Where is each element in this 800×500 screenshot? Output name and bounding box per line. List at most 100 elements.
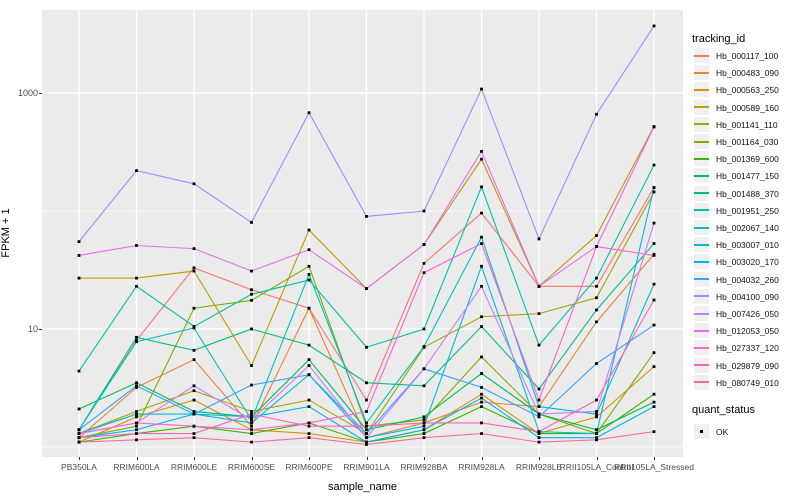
- data-point: [480, 392, 483, 396]
- plot-canvas: [42, 10, 683, 457]
- x-tick-mark: [366, 457, 368, 460]
- data-point: [537, 432, 541, 435]
- data-point: [307, 436, 311, 440]
- legend-entry-label: Hb_000589_160: [716, 102, 779, 113]
- data-point: [422, 345, 426, 348]
- data-point: [595, 112, 598, 116]
- data-point: [250, 327, 253, 331]
- data-point: [192, 326, 196, 330]
- x-axis-title: sample_name: [327, 481, 398, 493]
- data-point: [192, 182, 196, 186]
- legend-key-icon: [694, 254, 709, 270]
- data-point: [192, 358, 196, 362]
- legend-entry-label: Hb_080749_010: [716, 377, 779, 388]
- data-point: [77, 276, 81, 280]
- x-tick-mark: [481, 457, 483, 460]
- data-point: [480, 284, 483, 288]
- legend-entry-label: Hb_001141_110: [716, 119, 778, 130]
- data-point: [595, 412, 598, 416]
- legend-key-icon: [694, 220, 709, 235]
- data-point: [192, 325, 196, 328]
- data-point: [480, 396, 483, 400]
- data-point: [250, 432, 253, 435]
- data-point: [135, 276, 138, 280]
- data-point: [595, 276, 598, 280]
- data-point: [250, 410, 253, 413]
- x-tick-mark: [539, 457, 540, 460]
- data-point: [422, 243, 426, 246]
- data-point: [135, 284, 138, 288]
- data-point: [365, 443, 368, 446]
- x-tick-label: RRIM600LA: [113, 462, 160, 472]
- data-point: [135, 169, 138, 172]
- data-point: [422, 261, 426, 265]
- data-point: [422, 415, 426, 419]
- data-point: [250, 383, 253, 387]
- data-point: [135, 385, 138, 389]
- data-point: [307, 358, 311, 362]
- data-point: [595, 438, 598, 442]
- data-point: [250, 424, 253, 428]
- data-point: [365, 440, 368, 444]
- data-point: [307, 343, 311, 347]
- x-tick-mark: [654, 457, 655, 460]
- data-point: [537, 387, 541, 391]
- data-point: [365, 436, 368, 440]
- data-point: [365, 398, 368, 402]
- data-point: [652, 430, 656, 434]
- data-point: [307, 424, 311, 428]
- legend-entry-label: Hb_001951_250: [716, 205, 779, 216]
- data-point: [135, 384, 138, 388]
- data-point: [537, 440, 541, 444]
- data-point: [480, 385, 483, 389]
- data-point: [480, 235, 483, 239]
- data-point: [595, 234, 598, 237]
- data-point: [192, 266, 196, 270]
- data-point: [652, 24, 656, 28]
- x-tick-label: RRIM600SE: [227, 462, 276, 472]
- data-point: [422, 421, 426, 425]
- legend-key-icon: [694, 151, 709, 167]
- data-point: [480, 325, 483, 328]
- data-point: [307, 306, 311, 310]
- data-point: [365, 381, 368, 385]
- data-point: [652, 163, 656, 167]
- data-point: [652, 282, 656, 286]
- data-point: [365, 410, 368, 413]
- data-point: [77, 240, 81, 244]
- data-point: [77, 254, 81, 257]
- data-point: [250, 421, 253, 425]
- plot-panel: [42, 10, 683, 457]
- legend-key-icon: [694, 288, 709, 304]
- legend-entry-label: Hb_003020_170: [716, 257, 779, 268]
- data-point: [192, 306, 196, 310]
- data-point: [307, 111, 311, 115]
- data-point: [422, 436, 426, 440]
- legend-entry-label: Hb_012053_050: [716, 326, 779, 337]
- x-tick-label: RRIM901LA: [343, 462, 390, 472]
- data-point: [537, 343, 541, 347]
- data-point: [652, 323, 656, 327]
- data-point: [652, 351, 656, 355]
- data-point: [652, 365, 656, 369]
- data-point: [135, 381, 138, 385]
- data-point: [595, 308, 598, 312]
- legend-entry-label: Hb_004032_260: [716, 274, 779, 285]
- data-point: [365, 428, 368, 432]
- legend-key-icon: [694, 185, 709, 201]
- legend-key-icon: [694, 374, 709, 390]
- x-tick-label: RRIM928BA: [400, 462, 448, 472]
- data-point: [135, 428, 138, 432]
- data-point: [307, 228, 311, 232]
- data-point: [77, 436, 81, 440]
- data-point: [537, 237, 541, 241]
- data-point: [480, 149, 483, 153]
- data-point: [652, 400, 656, 404]
- data-point: [595, 398, 598, 402]
- data-point: [652, 242, 656, 245]
- legend-entry-label: Hb_001164_030: [716, 137, 779, 147]
- data-point: [652, 186, 656, 189]
- data-point: [422, 384, 426, 388]
- x-tick-mark: [424, 457, 425, 460]
- x-tick-mark: [309, 457, 310, 460]
